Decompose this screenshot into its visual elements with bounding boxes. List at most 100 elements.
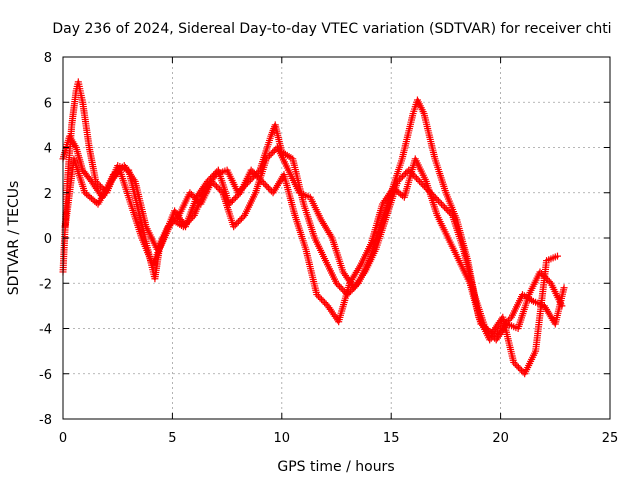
data-point-marker [230,195,238,203]
data-points [59,78,568,378]
series-track-c [61,155,561,378]
data-point-marker [230,223,238,231]
data-point-marker [439,202,447,210]
data-point-marker [518,367,526,375]
data-point-marker [257,176,265,184]
y-tick-label: 0 [44,232,52,247]
data-point-marker [239,213,247,221]
data-point-marker [264,153,272,161]
data-point-marker [419,181,427,189]
data-point-marker [233,219,241,227]
data-point-marker [414,176,422,184]
data-point-marker [442,205,450,213]
data-point-marker [317,295,325,303]
data-point-marker [249,168,257,176]
x-tick-label: 10 [274,431,291,446]
data-point-marker [433,195,441,203]
data-point-marker [321,299,329,307]
data-point-marker [263,182,271,190]
data-point-marker [187,190,195,198]
x-axis-label: GPS time / hours [277,459,394,475]
x-tick-label: 20 [492,431,509,446]
data-point-marker [208,173,216,181]
y-tick-label: 4 [44,142,52,157]
data-point-marker [203,177,211,185]
y-tick-label: -2 [39,277,52,292]
data-point-marker [411,173,419,181]
y-tick-label: 6 [44,96,52,111]
data-point-marker [436,198,444,206]
data-point-marker [514,363,522,371]
data-point-marker [510,358,518,366]
data-point-marker [511,360,519,368]
data-point-marker [227,198,235,206]
x-tick-label: 15 [383,431,400,446]
data-point-marker [447,210,455,218]
data-point-marker [313,291,321,299]
data-point-marker [212,182,220,190]
data-point-marker [444,207,452,215]
data-point-marker [228,197,236,205]
data-point-marker [264,184,272,192]
data-point-marker [231,221,239,229]
data-point-marker [266,152,274,160]
y-tick-label: -8 [39,413,52,428]
data-point-marker [504,316,512,324]
y-tick-labels: -8 -6 -4 -2 0 2 4 6 8 [39,51,52,428]
data-point-marker [207,174,215,182]
data-point-marker [438,200,446,208]
data-point-marker [434,197,442,205]
data-point-marker [205,176,213,184]
x-tick-label: 25 [602,431,619,446]
data-point-marker [398,173,406,181]
x-tick-labels: 0 5 10 15 20 25 [59,431,618,446]
data-point-marker [316,294,324,302]
data-point-marker [416,177,424,185]
data-point-marker [334,281,342,289]
axis-ticks [62,56,611,420]
data-point-marker [269,148,277,156]
data-point-marker [400,171,408,179]
data-point-marker [232,194,240,202]
data-point-marker [270,147,278,155]
data-point-marker [441,203,449,211]
y-axis-label: SDTVAR / TECUs [6,181,22,296]
data-point-marker [253,173,261,181]
data-point-marker [262,155,270,163]
data-point-marker [236,216,244,224]
data-point-marker [336,282,344,290]
data-point-marker [397,174,405,182]
data-point-marker [225,200,233,208]
data-point-marker [234,218,242,226]
data-point-marker [255,174,263,182]
chart-title: Day 236 of 2024, Sidereal Day-to-day VTE… [52,21,611,37]
data-point-marker [553,252,561,260]
data-point-marker [252,171,260,179]
y-tick-label: -6 [39,368,52,383]
data-point-marker [516,365,524,373]
data-point-marker [237,215,245,223]
data-point-marker [395,176,403,184]
data-point-marker [506,315,514,323]
data-point-marker [235,190,243,198]
data-point-marker [261,181,269,189]
y-tick-label: -4 [39,323,52,338]
x-tick-label: 0 [59,431,67,446]
data-point-marker [319,297,327,305]
x-tick-label: 5 [168,431,176,446]
y-tick-label: 8 [44,51,52,66]
data-point-marker [413,174,421,182]
data-point-marker [394,177,402,185]
data-point-marker [214,184,222,192]
data-point-marker [211,181,219,189]
data-point-marker [445,208,453,216]
data-point-marker [545,278,553,286]
data-point-marker [247,166,255,174]
data-point-marker [233,192,241,200]
data-point-marker [560,284,568,292]
data-point-marker [186,189,194,197]
data-point-marker [258,177,266,185]
data-point-marker [209,179,217,187]
data-point-marker [337,284,345,292]
